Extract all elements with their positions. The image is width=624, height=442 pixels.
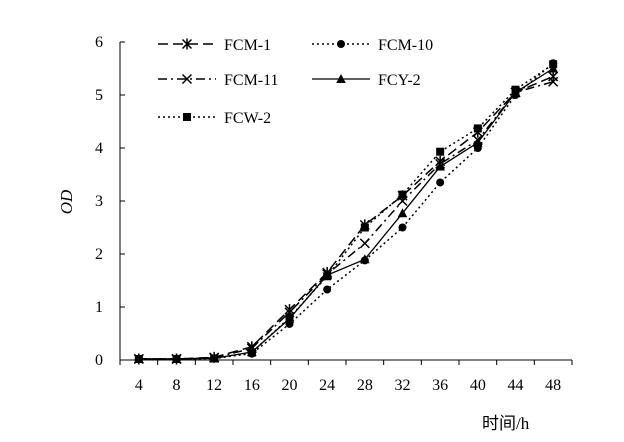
data-point-fcw-2	[436, 147, 445, 156]
data-point-fcw-2	[511, 85, 520, 94]
data-point-fcm-11	[548, 76, 559, 87]
y-tick-label: 1	[95, 299, 103, 316]
data-point-fcy-2	[397, 208, 408, 218]
x-tick-label: 24	[319, 377, 335, 394]
data-point-fcm-10	[436, 178, 445, 187]
data-point-fcw-2	[549, 60, 558, 69]
x-tick-label: 8	[173, 377, 181, 394]
data-point-fcw-2	[323, 272, 332, 281]
data-point-fcw-2	[285, 313, 294, 322]
series-line-fcm-11	[138, 81, 554, 360]
x-tick-label: 20	[282, 377, 298, 394]
y-tick-label: 0	[95, 352, 103, 369]
legend-marker-fcm-10	[337, 40, 345, 48]
data-point-fcm-10	[398, 223, 407, 232]
legend-label-fcm-11: FCM-11	[224, 72, 279, 89]
y-tick-label: 6	[95, 34, 103, 51]
y-tick-label: 4	[95, 140, 103, 157]
legend: FCM-1 FCM-10 FCM-11 FCY-2 FCW-2	[158, 37, 433, 127]
data-point-fcm-10	[323, 285, 332, 294]
x-tick-label: 28	[357, 377, 373, 394]
legend-item-fcm-11: FCM-11	[158, 72, 279, 89]
x-tick-label: 36	[432, 377, 448, 394]
data-point-fcy-2	[473, 137, 483, 147]
y-tick-label: 3	[95, 193, 103, 210]
series-line-fcm-1	[138, 75, 554, 360]
legend-marker-fcy-2	[336, 74, 346, 83]
legend-label-fcm-10: FCM-10	[378, 37, 433, 54]
data-point-fcy-2	[435, 161, 445, 171]
x-tick-label: 32	[395, 377, 411, 394]
series-fcy-2	[134, 63, 558, 363]
legend-item-fcw-2: FCW-2	[158, 110, 271, 127]
series-fcw-2	[134, 60, 558, 363]
series-group	[133, 59, 559, 365]
legend-marker-fcw-2	[183, 113, 191, 121]
data-point-fcw-2	[473, 124, 482, 133]
legend-marker-fcm-1	[181, 38, 193, 50]
series-fcm-10	[134, 59, 558, 363]
legend-item-fcm-10: FCM-10	[312, 37, 433, 54]
y-axis-title: OD	[57, 189, 76, 214]
x-tick-label: 12	[206, 377, 222, 394]
legend-item-fcm-1: FCM-1	[158, 37, 271, 54]
series-fcm-1	[133, 70, 559, 365]
x-tick-label: 4	[135, 377, 143, 394]
legend-label-fcm-1: FCM-1	[224, 37, 271, 54]
y-tick-label: 5	[95, 87, 103, 104]
legend-label-fcy-2: FCY-2	[378, 72, 421, 89]
data-point-fcm-11	[359, 238, 370, 249]
x-tick-label: 16	[244, 377, 260, 394]
data-point-fcm-1	[548, 70, 559, 82]
x-axis-title: 时间/h	[482, 414, 530, 433]
x-tick-label: 40	[470, 377, 486, 394]
series-line-fcw-2	[138, 63, 554, 360]
legend-item-fcy-2: FCY-2	[312, 72, 421, 89]
x-tick-label: 48	[545, 377, 561, 394]
data-point-fcw-2	[360, 223, 369, 232]
legend-label-fcw-2: FCW-2	[224, 110, 271, 127]
legend-marker-fcm-11	[181, 73, 193, 85]
data-point-fcw-2	[134, 354, 143, 363]
data-point-fcw-2	[398, 190, 407, 199]
data-point-fcw-2	[172, 354, 181, 363]
series-line-fcy-2	[138, 67, 554, 360]
data-point-fcw-2	[210, 354, 219, 363]
data-point-fcw-2	[247, 348, 256, 357]
data-point-fcy-2	[360, 254, 370, 264]
x-tick-label: 44	[508, 377, 524, 394]
y-tick-label: 2	[95, 246, 103, 263]
series-line-fcm-10	[138, 62, 554, 360]
